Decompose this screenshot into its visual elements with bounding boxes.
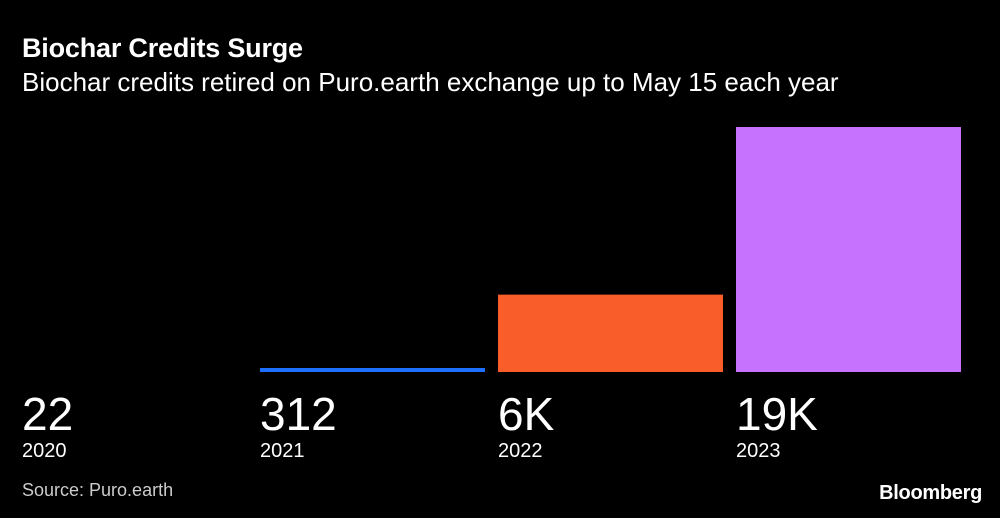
- category-label-2022: 2022: [498, 440, 543, 462]
- bar-2021: [260, 367, 485, 372]
- value-label-2021: 312: [260, 388, 337, 440]
- bar-2022: [498, 294, 723, 372]
- value-label-2022: 6K: [498, 388, 555, 440]
- value-label-2020: 22: [22, 388, 73, 440]
- bar-2023: [736, 127, 961, 372]
- chart-title: Biochar Credits Surge: [22, 33, 303, 63]
- bloomberg-logo: Bloomberg: [879, 482, 982, 504]
- category-label-2021: 2021: [260, 440, 305, 462]
- category-label-2023: 2023: [736, 440, 781, 462]
- category-label-2020: 2020: [22, 440, 67, 462]
- chart-subtitle: Biochar credits retired on Puro.earth ex…: [22, 67, 839, 97]
- source-note: Source: Puro.earth: [22, 480, 174, 500]
- value-label-2023: 19K: [736, 388, 818, 440]
